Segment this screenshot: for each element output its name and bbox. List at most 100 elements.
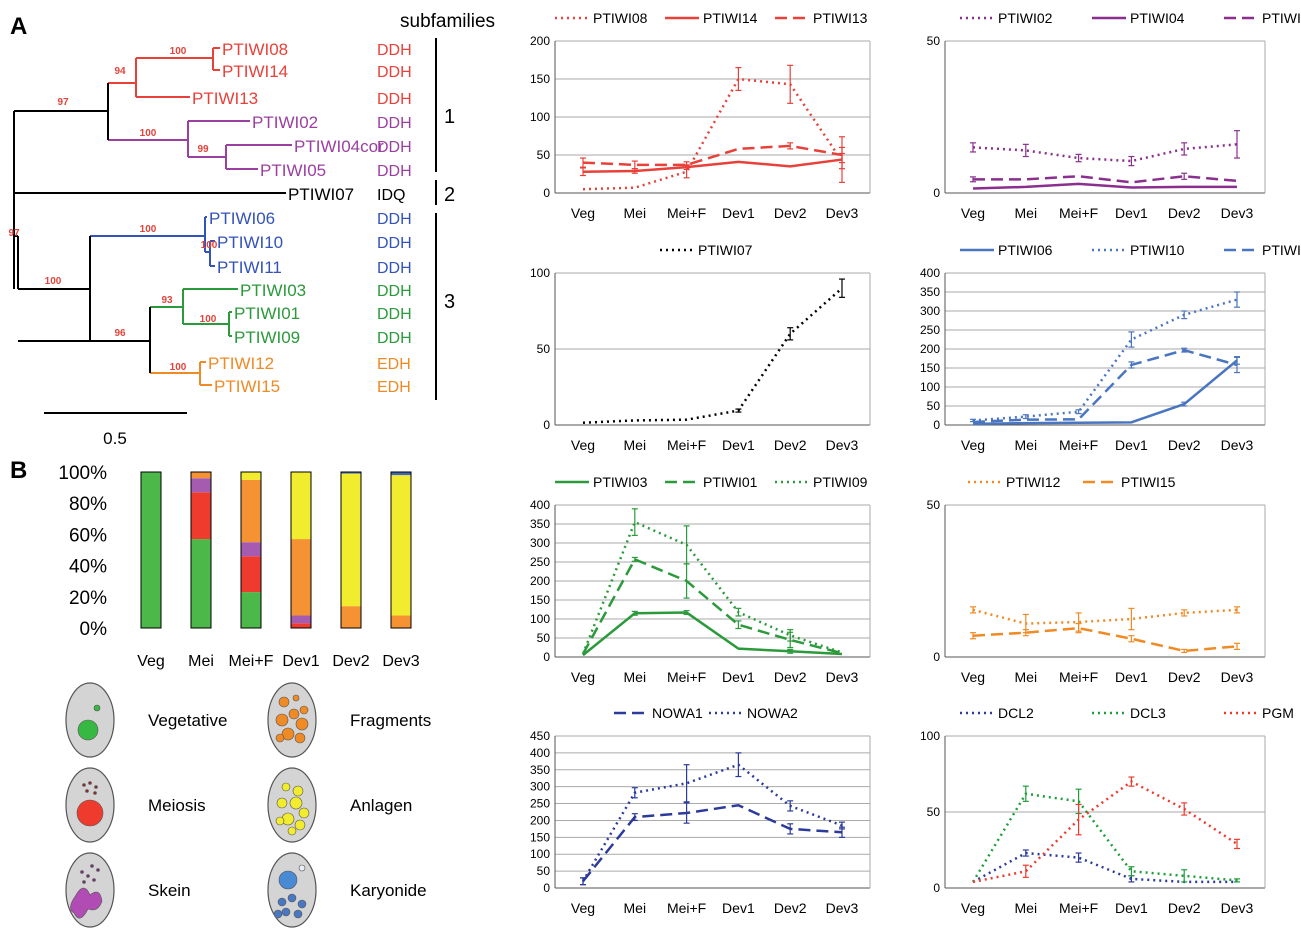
y-tick-label: 100 <box>920 380 940 394</box>
x-tick-label: Dev1 <box>722 900 755 916</box>
legend-label: PTIWI07 <box>698 242 753 258</box>
series-line-ptiwi06 <box>972 359 1238 426</box>
leaf-label-ptiwi10: PTIWI10 <box>217 233 283 252</box>
subfamily-groups: 1 2 3 <box>435 38 455 400</box>
x-tick-label: Mei+F <box>1059 669 1098 685</box>
y-tick-label: 0 <box>933 881 940 895</box>
cell-stage-label: Karyonide <box>350 881 427 900</box>
y-tick-label: 300 <box>920 304 940 318</box>
group-2-label: 2 <box>444 184 455 206</box>
y-tick-label: 50 <box>537 342 551 356</box>
panel-label-b: B <box>10 457 27 484</box>
y-tick-label: 50 <box>927 805 941 819</box>
legend-label: PTIWI11 <box>1262 242 1301 258</box>
y-tick-label: 150 <box>920 361 940 375</box>
fragment <box>299 705 309 715</box>
line-chart-dcl-pgm: 0 50 100 Veg Mei Mei+F Dev1 Dev2 Dev3 DCL2 DCL3 PGM <box>920 705 1294 916</box>
micronucleus <box>82 880 86 884</box>
y-tick-label: 250 <box>530 555 550 569</box>
motif-label: DDH <box>377 235 412 252</box>
line-chart-ptiwi-02-04-05: 0 50 Veg Mei Mei+F Dev1 Dev2 Dev3 PTIWI02 PTIWI04… <box>927 10 1301 221</box>
micronucleus <box>92 878 96 882</box>
y-tick-label: 450 <box>530 729 550 743</box>
legend-label: PTIWI06 <box>998 242 1053 258</box>
bootstrap-value: 100 <box>140 224 157 235</box>
bar-segment-vegetative <box>141 472 161 628</box>
y-tick-label: 350 <box>530 763 550 777</box>
bootstrap-value: 100 <box>201 240 218 251</box>
motif-label: DDH <box>377 330 412 347</box>
leaf-label-ptiwi08: PTIWI08 <box>222 40 288 59</box>
x-tick-label: Dev2 <box>774 900 807 916</box>
micronucleus <box>82 783 86 787</box>
y-tick-label: 350 <box>920 285 940 299</box>
bootstrap-value: 96 <box>114 328 126 339</box>
fragment <box>297 899 307 909</box>
y-tick-label: 100 <box>530 110 550 124</box>
x-tick-label: Veg <box>571 205 595 221</box>
cell-stage-label: Vegetative <box>148 711 227 730</box>
y-tick-label: 50 <box>927 34 941 48</box>
fragment <box>281 727 295 741</box>
leaf-label-ptiwi02: PTIWI02 <box>252 113 318 132</box>
x-tick-label: Mei <box>1015 900 1038 916</box>
series-line-ptiwi14 <box>582 158 843 173</box>
x-tick-label: Mei <box>624 669 647 685</box>
motif-label: DDH <box>377 64 412 81</box>
anlagen <box>276 797 288 809</box>
y-tick-label: 50 <box>537 148 551 162</box>
legend-label: PTIWI14 <box>703 10 758 26</box>
bootstrap-value: 100 <box>200 314 217 325</box>
line-chart-ptiwi-12-15: 0 50 Veg Mei Mei+F Dev1 Dev2 Dev3 PTIWI12 PTIWI15 <box>927 474 1266 685</box>
series-line-ptiwi01 <box>581 557 843 655</box>
y-tick-label: 0 <box>933 650 940 664</box>
legend-label: PGM <box>1262 705 1294 721</box>
x-tick-label: Mei+F <box>667 437 706 453</box>
x-tick-label: Mei <box>624 437 647 453</box>
x-tick-label: Veg <box>571 900 595 916</box>
y-tick-label: 400 <box>530 746 550 760</box>
leaf-label-ptiwi05: PTIWI05 <box>260 161 326 180</box>
y-tick-label: 40% <box>69 557 107 578</box>
x-tick-label: Dev3 <box>1221 437 1254 453</box>
bar-segment-fragments <box>191 472 211 479</box>
legend-label: PTIWI13 <box>813 10 868 26</box>
y-tick-label: 200 <box>530 813 550 827</box>
micronucleus <box>298 864 306 872</box>
x-tick-label: Veg <box>961 900 985 916</box>
micronucleus <box>90 864 94 868</box>
stage-composition-chart: 100% 80% 60% 40% 20% 0% Veg Mei Mei+F Dev1 Dev2 Dev… <box>58 463 419 670</box>
x-tick-label: Mei <box>188 653 214 670</box>
bar-segment-anlagen <box>291 472 311 540</box>
motif-label: DDH <box>377 115 412 132</box>
macronucleus <box>76 799 104 827</box>
leaf-label-ptiwi11: PTIWI11 <box>217 258 282 277</box>
fragment <box>293 909 303 919</box>
x-tick-label: Dev2 <box>1168 900 1201 916</box>
fragment <box>295 717 309 731</box>
series-line-ptiwi05 <box>973 175 1238 184</box>
bootstrap-value: 100 <box>140 128 157 139</box>
x-tick-label: Dev3 <box>826 205 859 221</box>
bar-segment-fragments <box>391 615 411 628</box>
y-tick-label: 0 <box>543 650 550 664</box>
x-tick-label: Dev2 <box>774 669 807 685</box>
series-line-nowa1 <box>582 803 843 883</box>
x-tick-label: Dev2 <box>1168 205 1201 221</box>
anlagen <box>298 807 310 819</box>
legend-label: PTIWI10 <box>1130 242 1185 258</box>
x-tick-label: Dev1 <box>282 653 319 670</box>
x-tick-label: Veg <box>961 669 985 685</box>
x-tick-label: Dev1 <box>1115 669 1148 685</box>
anlagen <box>281 782 291 792</box>
micronucleus <box>93 791 97 795</box>
y-tick-label: 250 <box>920 323 940 337</box>
series-line-ptiwi10 <box>972 298 1238 422</box>
y-tick-label: 400 <box>920 266 940 280</box>
bar-outline <box>140 471 162 629</box>
x-tick-label: Dev1 <box>1115 205 1148 221</box>
fragment <box>275 713 289 727</box>
y-tick-label: 350 <box>530 517 550 531</box>
x-tick-label: Veg <box>961 205 985 221</box>
leaf-label-ptiwi14: PTIWI14 <box>222 62 288 81</box>
